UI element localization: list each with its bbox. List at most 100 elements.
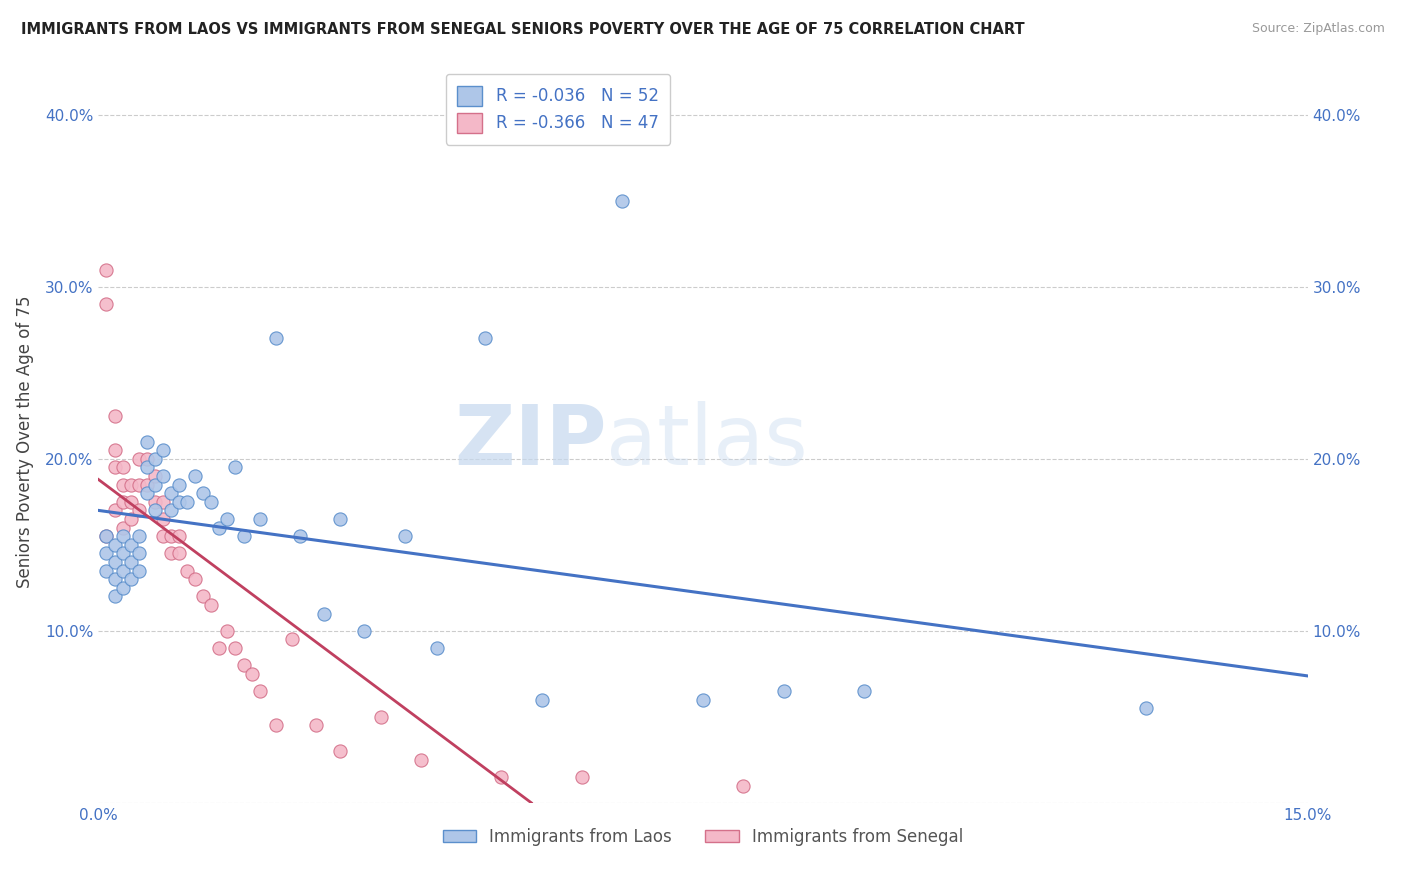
Text: ZIP: ZIP [454,401,606,482]
Point [96,297,118,311]
Legend: Immigrants from Laos, Immigrants from Senegal: Immigrants from Laos, Immigrants from Se… [436,821,970,852]
Point [249,512,271,526]
Point [111,546,134,560]
Point [1135,701,1157,715]
Point [281,632,304,647]
Point [103,538,125,552]
Point [120,512,142,526]
Point [370,710,392,724]
Point [128,529,150,543]
Point [530,692,553,706]
Point [160,546,183,560]
Point [200,598,222,612]
Point [111,460,134,475]
Point [96,529,118,543]
Point [143,451,166,466]
Point [120,538,142,552]
Point [314,607,336,621]
Point [128,477,150,491]
Point [217,624,239,638]
Point [111,477,134,491]
Point [103,443,125,458]
Point [96,564,118,578]
Point [111,564,134,578]
Point [120,572,142,586]
Point [853,684,876,698]
Point [143,494,166,508]
Point [193,590,215,604]
Point [143,503,166,517]
Point [426,640,449,655]
Point [167,529,190,543]
Point [232,529,254,543]
Point [152,443,174,458]
Point [128,546,150,560]
Point [264,331,287,345]
Point [120,477,142,491]
Point [103,572,125,586]
Point [111,581,134,595]
Point [160,529,183,543]
Point [96,262,118,277]
Point [160,486,183,500]
Point [111,529,134,543]
Point [305,718,328,732]
Point [128,564,150,578]
Point [143,477,166,491]
Point [152,512,174,526]
Point [103,590,125,604]
Point [135,486,157,500]
Point [111,494,134,508]
Point [135,434,157,449]
Point [152,529,174,543]
Point [184,572,207,586]
Point [217,512,239,526]
Point [135,477,157,491]
Point [120,494,142,508]
Point [135,451,157,466]
Point [240,666,263,681]
Point [111,520,134,534]
Point [103,555,125,569]
Text: IMMIGRANTS FROM LAOS VS IMMIGRANTS FROM SENEGAL SENIORS POVERTY OVER THE AGE OF : IMMIGRANTS FROM LAOS VS IMMIGRANTS FROM … [21,22,1025,37]
Text: Source: ZipAtlas.com: Source: ZipAtlas.com [1251,22,1385,36]
Point [200,494,222,508]
Text: atlas: atlas [606,401,808,482]
Point [167,477,190,491]
Point [167,546,190,560]
Point [329,512,352,526]
Point [264,718,287,732]
Point [103,503,125,517]
Point [193,486,215,500]
Point [571,770,593,784]
Point [103,409,125,423]
Y-axis label: Seniors Poverty Over the Age of 75: Seniors Poverty Over the Age of 75 [15,295,34,588]
Point [612,194,634,208]
Point [394,529,416,543]
Point [128,503,150,517]
Point [249,684,271,698]
Point [103,460,125,475]
Point [329,744,352,758]
Point [733,779,755,793]
Point [491,770,513,784]
Point [474,331,496,345]
Point [692,692,714,706]
Point [184,469,207,483]
Point [409,753,432,767]
Point [120,555,142,569]
Point [353,624,375,638]
Point [167,494,190,508]
Point [128,451,150,466]
Point [176,564,198,578]
Point [224,640,246,655]
Point [176,494,198,508]
Point [160,503,183,517]
Point [96,529,118,543]
Point [232,658,254,673]
Point [152,494,174,508]
Point [135,460,157,475]
Point [152,469,174,483]
Point [208,520,231,534]
Point [208,640,231,655]
